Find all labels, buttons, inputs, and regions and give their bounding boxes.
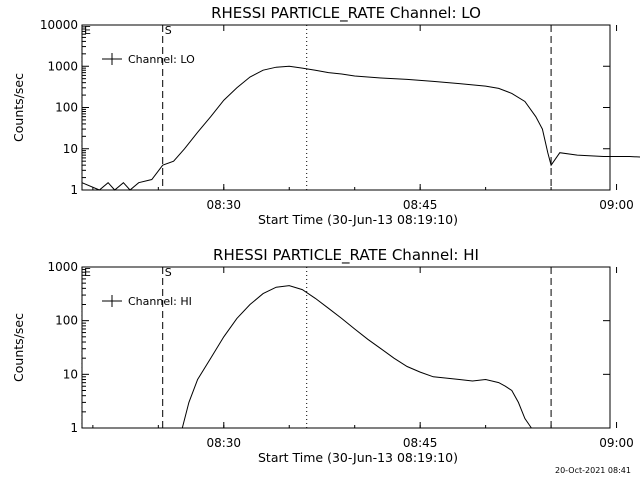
- hi-event-marker-label: E: [84, 266, 91, 279]
- lo-event-marker-label: S: [165, 24, 172, 37]
- hi-chart-title: RHESSI PARTICLE_RATE Channel: HI: [213, 246, 479, 265]
- hi-y-tick-label: 1000: [47, 260, 78, 274]
- lo-plot-frame: [81, 24, 611, 191]
- hi-channel-panel: RHESSI PARTICLE_RATE Channel: HI 08:30 08:…: [11, 246, 634, 465]
- plot-timestamp: 20-Oct-2021 08:41: [555, 466, 631, 475]
- hi-event-marker-label: S: [165, 266, 172, 279]
- hi-x-tick-label: 09:00: [599, 436, 634, 450]
- hi-count-rate-series: [181, 285, 532, 429]
- lo-y-tick-label: 1000: [47, 59, 78, 73]
- lo-legend-label: Channel: LO: [128, 53, 195, 66]
- hi-legend-label: Channel: HI: [128, 295, 192, 308]
- lo-channel-panel: RHESSI PARTICLE_RATE Channel: LO 08:30 08:…: [11, 4, 640, 227]
- hi-x-tick-label: 08:30: [206, 436, 241, 450]
- lo-y-tick-label: 10: [63, 142, 78, 156]
- lo-x-tick-label: 08:45: [403, 198, 438, 212]
- hi-y-tick-label: 100: [55, 314, 78, 328]
- lo-x-tick-label: 09:00: [599, 198, 634, 212]
- hi-x-tick-label: 08:45: [403, 436, 438, 450]
- hi-y-tick-label: 1: [70, 421, 78, 435]
- lo-count-rate-series: [81, 65, 640, 191]
- lo-y-axis-label: Counts/sec: [11, 73, 26, 142]
- hi-plot-frame: [81, 266, 611, 429]
- lo-chart-title: RHESSI PARTICLE_RATE Channel: LO: [211, 4, 481, 23]
- hi-y-axis-label: Counts/sec: [11, 313, 26, 382]
- lo-y-tick-label: 100: [55, 101, 78, 115]
- lo-x-tick-label: 08:30: [206, 198, 241, 212]
- lo-event-marker-label: E: [84, 24, 91, 37]
- lo-y-tick-label: 1: [70, 183, 78, 197]
- hi-x-axis-label: Start Time (30-Jun-13 08:19:10): [258, 450, 458, 465]
- hi-y-tick-label: 10: [63, 367, 78, 381]
- lo-x-axis-label: Start Time (30-Jun-13 08:19:10): [258, 212, 458, 227]
- lo-y-tick-label: 10000: [40, 18, 78, 32]
